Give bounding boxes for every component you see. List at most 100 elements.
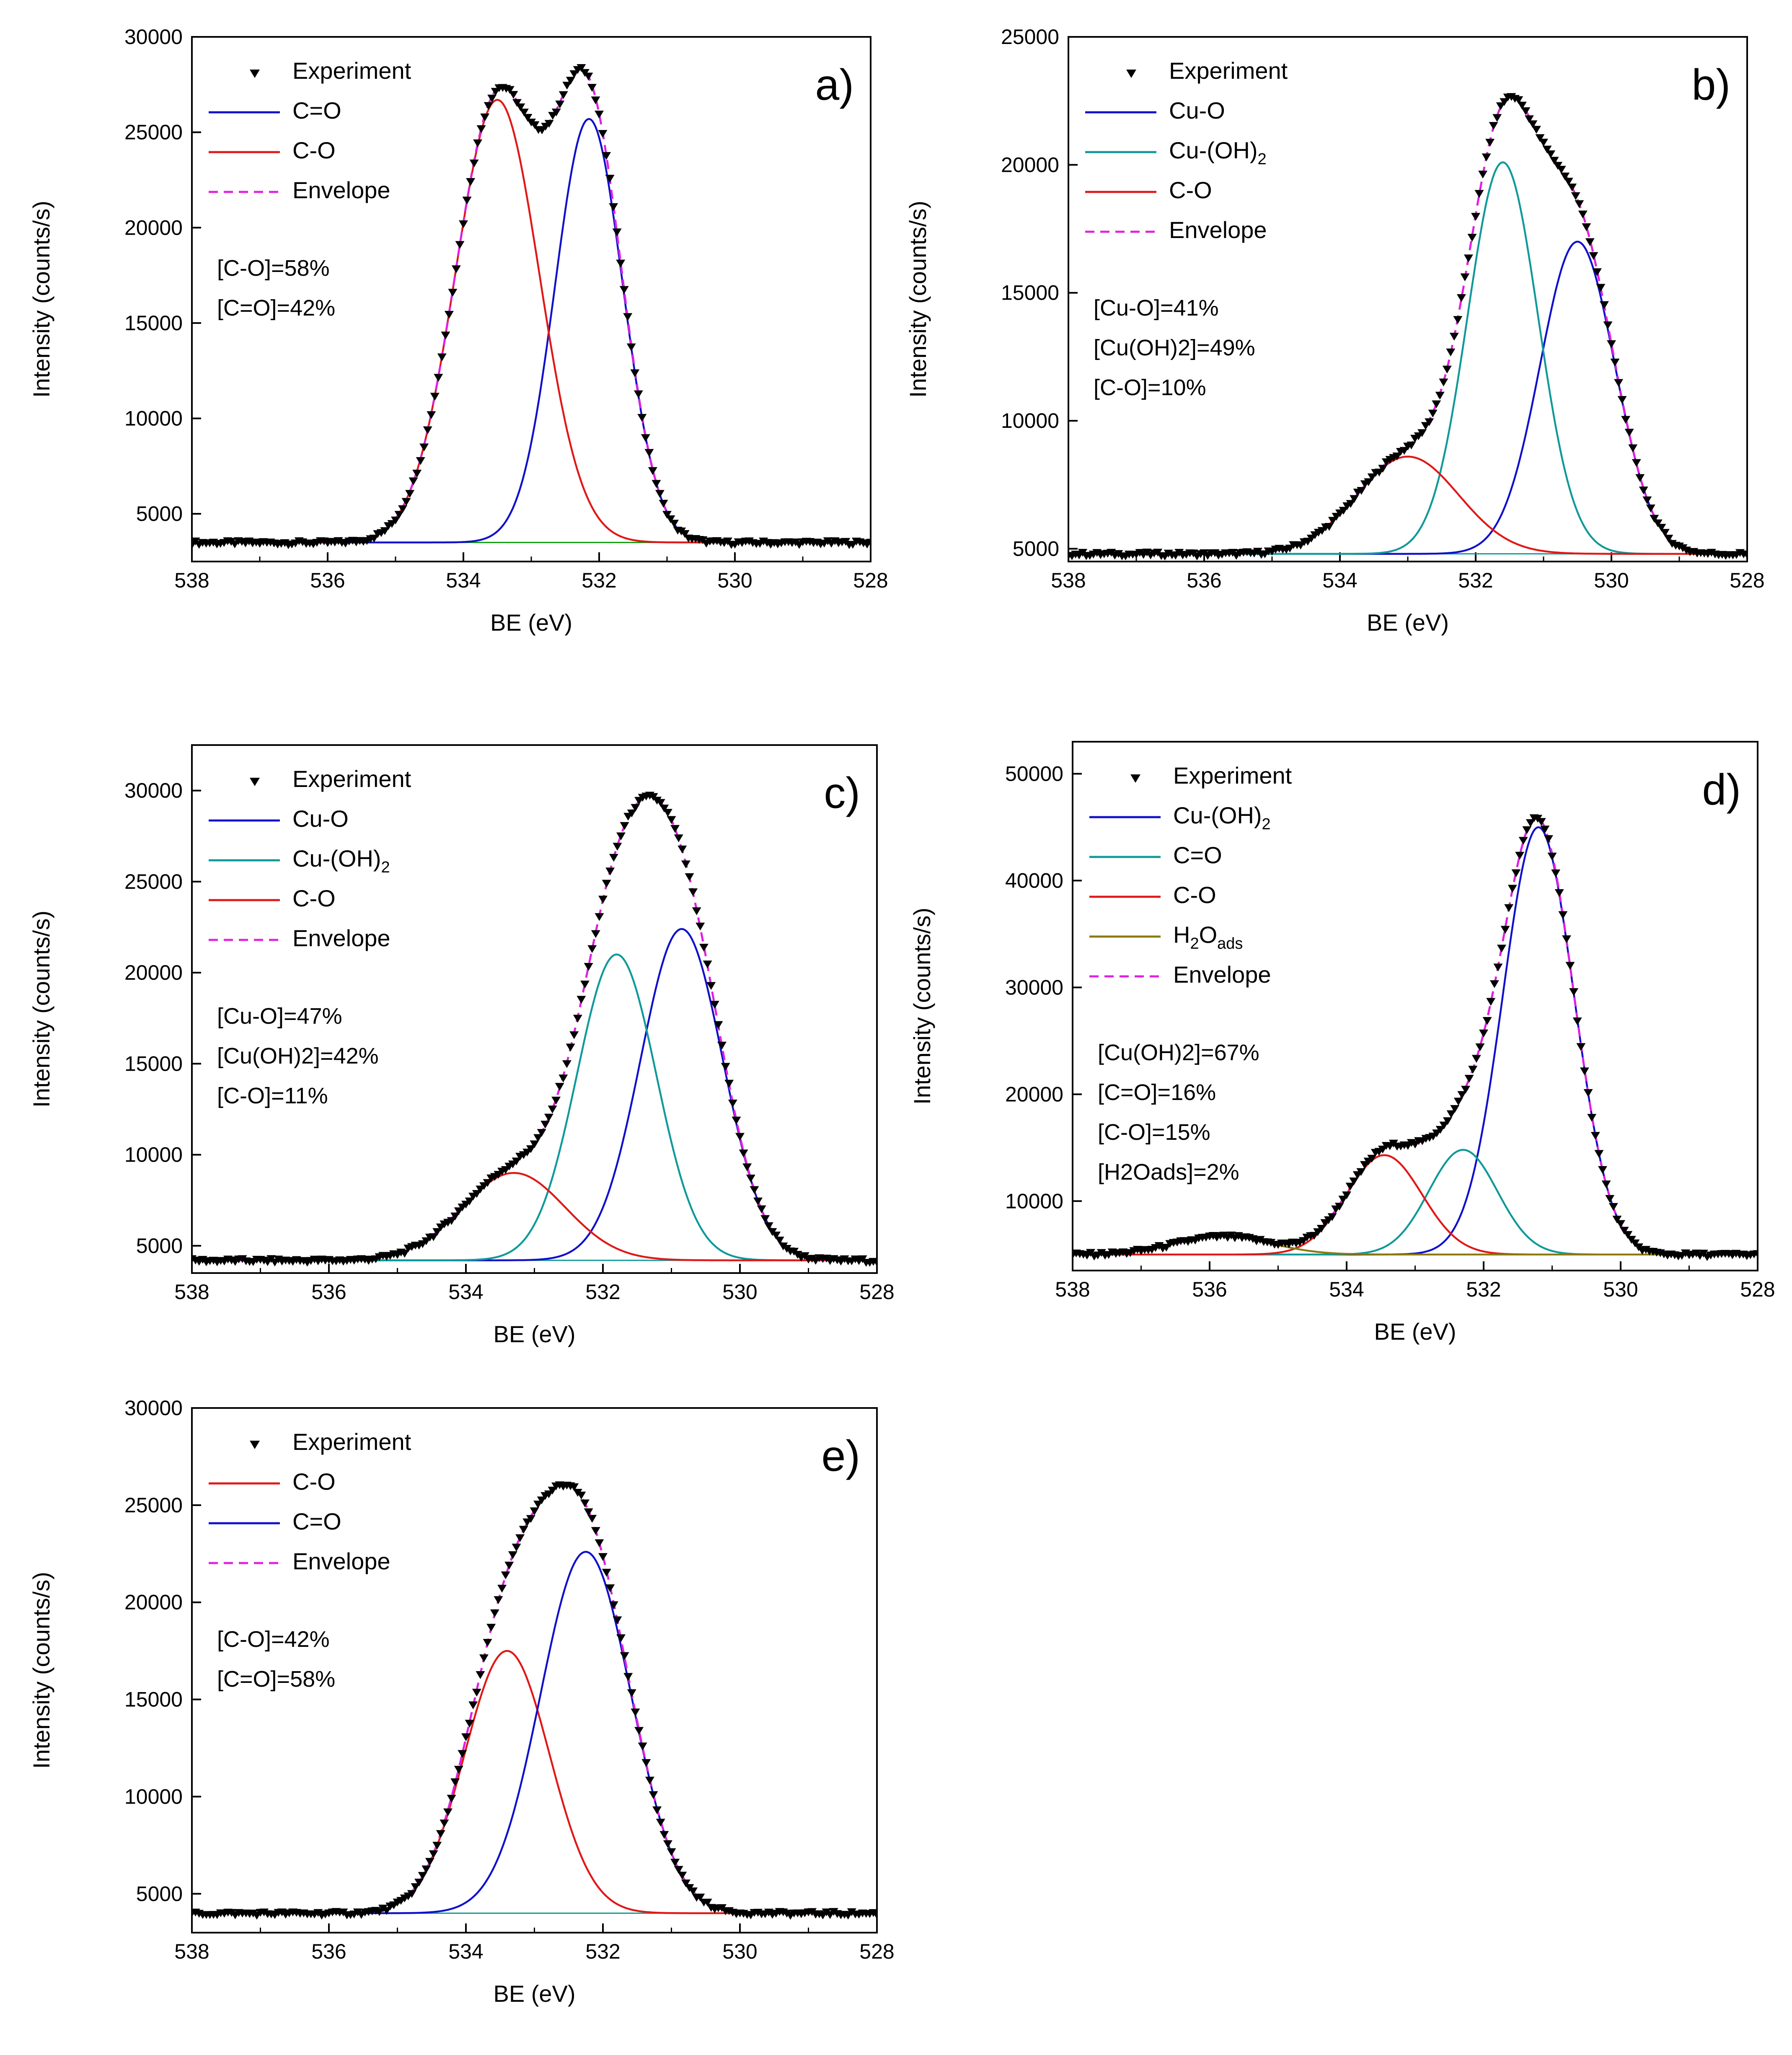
legend-label: Experiment [292, 57, 411, 84]
experiment-point [551, 109, 561, 116]
experiment-point [526, 1515, 535, 1523]
component-c-o [192, 1172, 877, 1261]
experiment-point [609, 854, 618, 862]
experiment-point [533, 1134, 543, 1142]
legend-marker [250, 70, 260, 78]
experiment-point [735, 1133, 745, 1141]
panel-label: e) [822, 1432, 860, 1480]
experiment-point [1339, 507, 1348, 515]
legend-label: C=O [292, 97, 341, 124]
experiment-point [1485, 139, 1495, 147]
experiment-point [1635, 474, 1645, 482]
y-tick-label: 10000 [124, 1143, 183, 1167]
experiment-point [760, 1215, 770, 1223]
experiment-point [1560, 172, 1570, 181]
percentage-annotation: [C-O]=42% [217, 1627, 330, 1652]
experiment-point [1349, 1178, 1359, 1185]
y-tick-label: 30000 [124, 25, 183, 49]
experiment-point [519, 109, 529, 116]
experiment-point [1475, 1043, 1485, 1051]
experiment-point [440, 1819, 449, 1827]
experiment-point [1575, 200, 1584, 208]
experiment-point [1526, 819, 1535, 827]
y-axis-label: Intensity (counts/s) [28, 911, 54, 1108]
legend-marker [1130, 774, 1140, 783]
x-tick-label: 536 [1187, 569, 1221, 592]
experiment-point [454, 1765, 463, 1774]
experiment-point [1518, 837, 1528, 845]
y-tick-label: 15000 [1001, 281, 1059, 305]
experiment-point [1479, 1029, 1488, 1038]
percentage-annotation: [C=O]=16% [1098, 1080, 1216, 1105]
experiment-point [677, 845, 687, 854]
experiment-point [680, 530, 690, 538]
experiment-point [699, 944, 709, 952]
experiment-point [434, 374, 443, 382]
experiment-point [533, 1501, 543, 1509]
experiment-point [1571, 192, 1580, 200]
experiment-point [613, 1616, 622, 1625]
experiment-point [472, 1190, 481, 1198]
experiment-point [526, 1145, 535, 1153]
experiment-point [401, 498, 411, 506]
experiment-point [1471, 1055, 1481, 1063]
experiment-point [1435, 391, 1445, 400]
experiment-point [501, 1571, 510, 1579]
experiment-point [670, 520, 679, 528]
experiment-point [742, 1163, 752, 1172]
experiment-point [1642, 496, 1652, 505]
experiment-point [1327, 1213, 1337, 1221]
experiment-point [1324, 523, 1334, 531]
experiment-point [530, 1507, 539, 1515]
experiment-point [515, 1534, 525, 1543]
legend-label: C=O [292, 1508, 341, 1535]
y-tick-label: 15000 [124, 1688, 183, 1711]
experiment-point [587, 945, 597, 953]
experiment-point [1356, 1168, 1366, 1176]
experiment-point [775, 1237, 784, 1245]
experiment-point [1546, 150, 1556, 158]
experiment-point [649, 1791, 658, 1799]
experiment-point [627, 809, 636, 818]
curves [1068, 93, 1747, 561]
experiment-point [1653, 519, 1663, 528]
percentage-annotation: [C-O]=11% [217, 1083, 328, 1108]
experiment-point [1374, 468, 1384, 477]
experiment-point [1617, 396, 1627, 404]
experiment-point [418, 1872, 427, 1880]
curves [192, 792, 877, 1267]
legend-label: Envelope [292, 1548, 390, 1574]
experiment-point [1628, 444, 1638, 453]
experiment-point [1650, 515, 1659, 523]
experiment-point [494, 1596, 503, 1604]
experiment-point [666, 515, 675, 523]
x-tick-label: 538 [1051, 569, 1086, 592]
experiment-point [391, 516, 400, 525]
experiment-point [595, 1539, 604, 1548]
y-tick-label: 15000 [124, 311, 183, 335]
experiment-point [1598, 1166, 1607, 1174]
x-tick-label: 534 [448, 1940, 483, 1963]
y-tick-label: 5000 [136, 1882, 183, 1905]
panel-label: c) [824, 769, 860, 818]
y-axis-label: Intensity (counts/s) [28, 1572, 54, 1769]
legend-label: Experiment [1173, 762, 1292, 789]
experiment-point [1486, 998, 1496, 1006]
experiment-point [644, 449, 654, 457]
experiment-point [1607, 340, 1616, 348]
experiment-point [483, 1639, 492, 1647]
experiment-point [455, 241, 465, 249]
experiment-point [566, 1043, 575, 1052]
experiment-point [1399, 447, 1409, 455]
experiment-point [1521, 107, 1531, 115]
experiment-point [1583, 1089, 1593, 1097]
legend-label: H2Oads [1173, 921, 1243, 952]
experiment-point [468, 1701, 478, 1709]
experiment-point [544, 1490, 553, 1499]
experiment-point [537, 1129, 546, 1137]
experiment-point [641, 1759, 651, 1767]
legend-label: Envelope [292, 925, 390, 951]
experiment-point [688, 1887, 698, 1895]
experiment-point [569, 1483, 579, 1491]
experiment-point [613, 843, 622, 851]
